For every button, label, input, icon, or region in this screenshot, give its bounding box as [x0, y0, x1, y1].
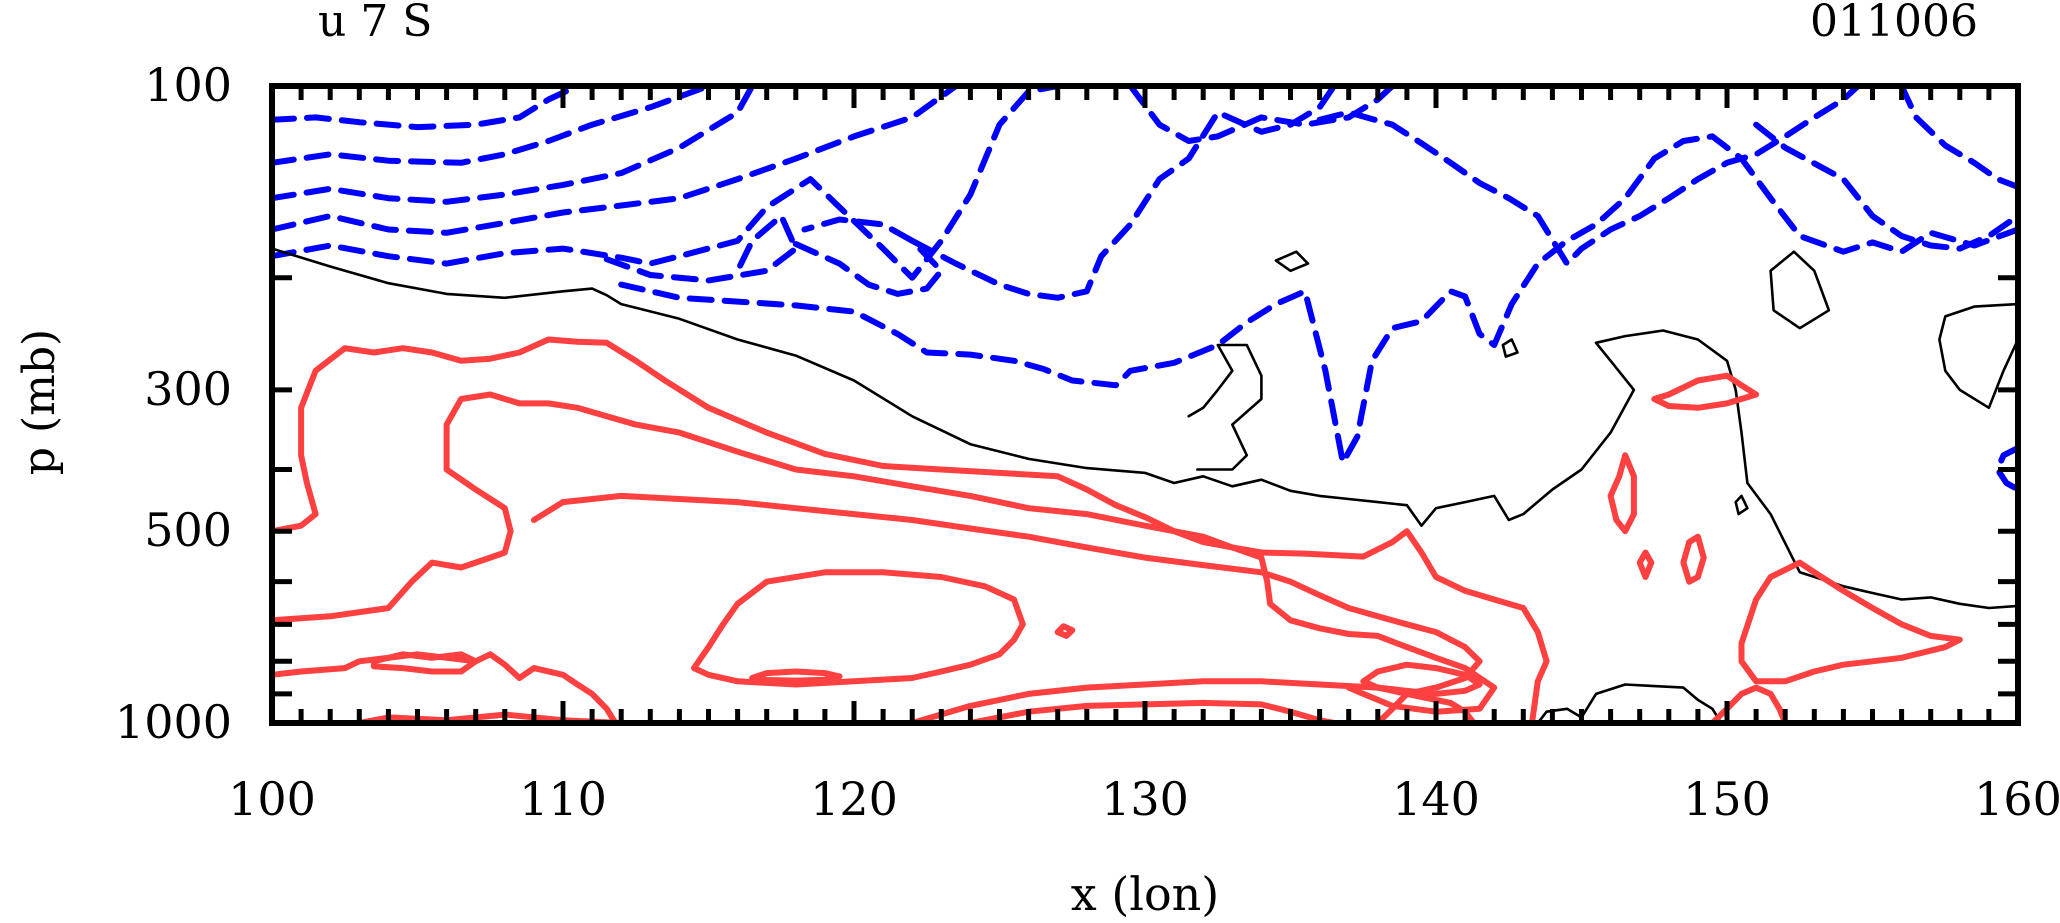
positive-contour-27 — [691, 569, 1026, 688]
negative-contour-4 — [269, 83, 1061, 281]
positive-contour-22 — [269, 336, 1550, 726]
x-tick-label: 120 — [810, 772, 898, 826]
negative-contour-1 — [269, 83, 712, 166]
negative-contour-3 — [269, 83, 959, 236]
zero-contour-20 — [1734, 494, 1749, 516]
positive-contour-29 — [1054, 623, 1076, 639]
zero-contour-17 — [1501, 338, 1519, 358]
negative-contour-9 — [1127, 83, 1396, 144]
negative-contour-13 — [1994, 444, 2021, 493]
negative-contour-6 — [792, 216, 945, 297]
positive-contour-23 — [269, 391, 1498, 715]
y-tick-label: 300 — [144, 362, 232, 416]
positive-contour-38 — [1709, 684, 1789, 726]
x-tick-label: 140 — [1392, 772, 1480, 826]
positive-contour-31 — [967, 699, 1338, 726]
negative-contour-11 — [1753, 121, 2021, 252]
chart-title-right: 011006 — [1810, 0, 1978, 47]
x-tick-label: 150 — [1683, 772, 1771, 826]
positive-contour-39 — [1738, 559, 1963, 685]
negative-contour-0 — [269, 83, 581, 131]
zero-contour-16 — [1274, 250, 1310, 273]
negative-contour-7 — [618, 133, 2021, 466]
y-tick-label: 1000 — [115, 695, 232, 749]
negative-contour-12 — [1898, 83, 2021, 190]
negative-contour-8 — [909, 83, 1338, 301]
positive-contour-36 — [1636, 549, 1655, 580]
x-tick-label: 160 — [1974, 772, 2060, 826]
positive-contour-37 — [1680, 533, 1707, 585]
zero-contour-19 — [1938, 302, 2020, 410]
x-axis-label: x (lon) — [1071, 867, 1220, 921]
y-tick-label: 100 — [144, 58, 232, 112]
zero-contour-15 — [1187, 343, 1263, 471]
negative-contour-10 — [1316, 83, 1861, 267]
contour-lines — [269, 83, 2021, 726]
positive-contour-25 — [370, 651, 479, 675]
y-axis-label: p (mb) — [14, 329, 65, 475]
positive-contour-24 — [269, 651, 619, 726]
x-tick-label: 110 — [519, 772, 607, 826]
zero-contour-21 — [1536, 683, 1723, 725]
zero-contour-18 — [1769, 250, 1831, 330]
y-tick-label: 500 — [144, 503, 232, 557]
positive-contour-35 — [1607, 452, 1637, 535]
zero-contour-14 — [270, 247, 2020, 610]
chart-title-left: u 7 S — [318, 0, 432, 47]
positive-contour-34 — [1651, 372, 1760, 411]
plot-frame — [269, 83, 2021, 726]
negative-contour-2 — [269, 83, 756, 205]
positive-contour-30 — [909, 678, 1477, 726]
axis-tick-labels: 100 110 120 130 140 150 160 100 300 500 1000 — [115, 58, 2060, 826]
positive-contour-33 — [1360, 661, 1483, 697]
positive-contour-26 — [530, 492, 1483, 726]
negative-contour-5 — [603, 213, 799, 284]
x-tick-label: 130 — [1101, 772, 1189, 826]
x-tick-label: 100 — [228, 772, 316, 826]
positive-contour-28 — [749, 668, 843, 684]
